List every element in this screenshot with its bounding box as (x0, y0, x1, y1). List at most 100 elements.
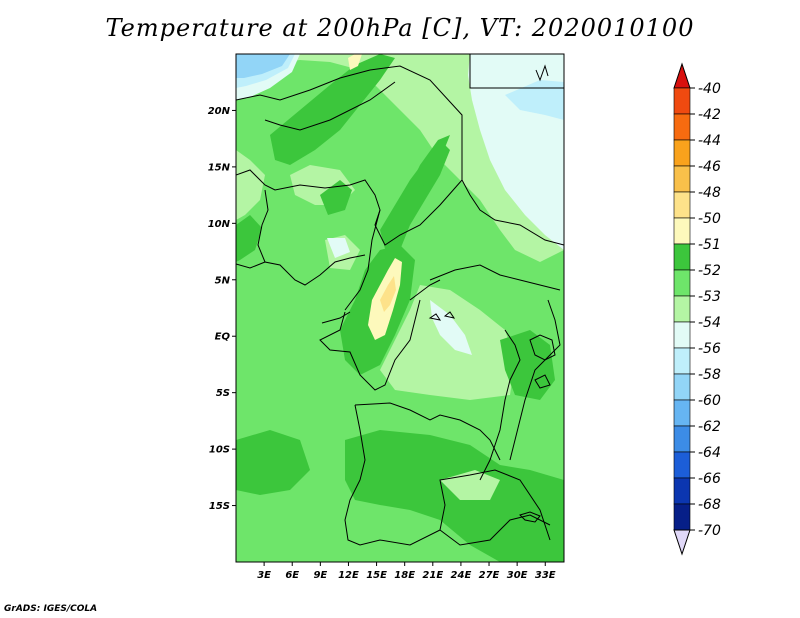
longitude-axis: 3E 6E 9E 12E 15E 18E 21E 24E 27E 30E 33E (257, 562, 556, 581)
latitude-axis: 20N 15N 10N 5N EQ 5S 10S 15S (208, 106, 236, 512)
border-line (529, 334, 556, 361)
field-region-dark (500, 330, 555, 400)
field-region-yellow (348, 54, 362, 70)
colorbar-label: -46 (698, 159, 721, 175)
colorbar-label: -62 (698, 419, 721, 435)
colorbar-swatch (673, 399, 691, 427)
colorbar-swatch (673, 477, 691, 505)
field-region-dark (345, 430, 564, 562)
lon-tick-label: 9E (313, 570, 327, 581)
colorbar-label: -54 (698, 315, 721, 331)
colorbar-label: -51 (698, 237, 721, 253)
colorbar: -40 -42 -44 -46 -48 -50 -51 -52 -53 -54 -56 -58 -60 -… (673, 62, 721, 556)
field-region-sky (505, 80, 564, 120)
colorbar-swatch (673, 87, 691, 115)
lon-tick-label: 24E (451, 570, 472, 581)
lat-tick-label: 20N (208, 106, 231, 117)
colorbar-label: -56 (698, 341, 721, 357)
lat-tick-label: 5N (215, 275, 231, 286)
colorbar-label: -68 (698, 497, 721, 513)
lon-tick-label: 12E (338, 570, 359, 581)
map-frame (235, 53, 565, 563)
field-region-dark (236, 430, 310, 495)
field-region-pale (430, 300, 472, 355)
field-region-pale (327, 238, 350, 258)
field-region-blue (236, 54, 290, 78)
border-line (344, 404, 551, 546)
border-line (534, 374, 551, 389)
colorbar-label: -66 (698, 471, 721, 487)
field-region-dark (408, 135, 450, 190)
lat-tick-label: 15N (208, 162, 231, 173)
colorbar-label: -64 (698, 445, 721, 461)
colorbar-label: -58 (698, 367, 721, 383)
colorbar-swatch (673, 451, 691, 479)
border-line (257, 189, 366, 286)
country-borders (236, 54, 564, 546)
field-region-dark (270, 54, 395, 165)
colorbar-label: -40 (698, 81, 721, 97)
border-line (509, 299, 561, 461)
field-region-dark (320, 180, 352, 215)
colorbar-label: -44 (698, 133, 721, 149)
field-region-dark (236, 215, 262, 262)
lon-tick-label: 6E (285, 570, 299, 581)
border-line (469, 54, 564, 89)
border-line (429, 264, 561, 291)
border-line (321, 311, 351, 324)
border-line (354, 402, 501, 461)
lat-tick-label: EQ (215, 332, 231, 343)
colorbar-swatch (673, 321, 691, 349)
colorbar-swatch (673, 295, 691, 323)
colorbar-swatch (673, 503, 691, 531)
border-line (236, 261, 266, 269)
lat-tick-label: 15S (209, 501, 230, 512)
colorbar-label: -60 (698, 393, 721, 409)
lon-tick-label: 15E (366, 570, 387, 581)
colorbar-label: -53 (698, 289, 721, 305)
colorbar-swatch (673, 217, 691, 245)
colorbar-swatch (673, 139, 691, 167)
border-line (319, 299, 421, 391)
lat-tick-label: 5S (216, 388, 230, 399)
lon-tick-label: 21E (422, 570, 443, 581)
border-line (409, 279, 441, 301)
border-line (439, 514, 551, 546)
lat-tick-label: 10N (208, 219, 231, 230)
lon-tick-label: 18E (394, 570, 415, 581)
map-title: Temperature at 200hPa [C], VT: 202001010… (105, 14, 695, 42)
lon-tick-label: 33E (535, 570, 556, 581)
colorbar-label: -48 (698, 185, 721, 201)
lat-tick-label: 10S (209, 445, 230, 456)
lon-tick-label: 30E (507, 570, 528, 581)
border-line (479, 329, 521, 481)
colorbar-label: -42 (698, 107, 721, 123)
colorbar-bottom-arrow (673, 529, 691, 556)
border-line (236, 65, 463, 180)
lon-tick-label: 27E (479, 570, 500, 581)
colorbar-label: -50 (698, 211, 721, 227)
lon-tick-label: 3E (257, 570, 271, 581)
field-region-tan (380, 276, 396, 312)
colorbar-label: -70 (698, 523, 721, 539)
border-line (519, 511, 541, 523)
border-line (264, 81, 396, 131)
temperature-field (236, 54, 564, 562)
colorbar-swatch (673, 269, 691, 297)
colorbar-swatch (673, 347, 691, 375)
colorbar-label: -52 (698, 263, 721, 279)
colorbar-swatch (673, 191, 691, 219)
grads-credit: GrADS: IGES/COLA (4, 604, 98, 614)
colorbar-swatch (673, 113, 691, 141)
colorbar-top-arrow (673, 62, 691, 89)
border-line (236, 169, 564, 246)
colorbar-swatch (673, 373, 691, 401)
border-line (535, 64, 549, 82)
border-line (428, 311, 456, 321)
colorbar-swatch (673, 243, 691, 271)
border-line (344, 209, 381, 311)
colorbar-swatch (673, 425, 691, 453)
colorbar-swatch (673, 165, 691, 193)
field-region-light (236, 150, 265, 220)
